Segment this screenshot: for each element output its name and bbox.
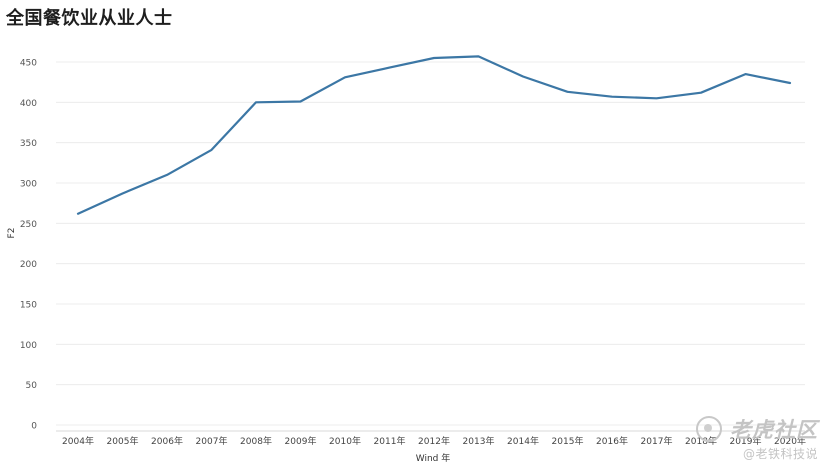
y-tick-label: 350 <box>20 139 37 149</box>
tiger-logo-icon <box>696 416 722 442</box>
y-tick-label: 450 <box>20 59 37 69</box>
y-tick-label: 0 <box>31 422 37 432</box>
y-axis-label: F2 <box>7 228 17 239</box>
x-axis-label: Wind 年 <box>416 452 450 464</box>
y-tick-label: 250 <box>20 220 37 230</box>
x-tick-label: 2013年 <box>463 435 495 447</box>
y-tick-label: 150 <box>20 301 37 311</box>
x-tick-labels: 2004年 2005年 2006年 2007年 2008年 2009年 2010年 2011年… <box>62 435 806 447</box>
x-tick-label: 2007年 <box>196 435 228 447</box>
x-tick-label: 2009年 <box>285 435 317 447</box>
x-tick-label: 2006年 <box>151 435 183 447</box>
y-tick-label: 200 <box>20 260 37 270</box>
y-tick-label: 400 <box>20 99 37 109</box>
x-tick-label: 2017年 <box>641 435 673 447</box>
x-tick-label: 2014年 <box>507 435 539 447</box>
x-tick-label: 2012年 <box>418 435 450 447</box>
x-tick-label: 2005年 <box>107 435 139 447</box>
chart-title: 全国餐饮业从业人士 <box>6 8 173 29</box>
series-line <box>76 55 792 215</box>
x-tick-label: 2015年 <box>552 435 584 447</box>
x-tick-label: 2004年 <box>62 435 94 447</box>
x-tick-label: 2010年 <box>329 435 361 447</box>
gridlines <box>56 61 805 432</box>
watermark-main-text: 老虎社区 <box>730 418 818 442</box>
y-tick-label: 300 <box>20 180 37 190</box>
y-tick-label: 100 <box>20 341 37 351</box>
x-tick-label: 2011年 <box>374 435 406 447</box>
watermark: 老虎社区 @老铁科技说 <box>696 414 818 462</box>
x-tick-label: 2016年 <box>596 435 628 447</box>
y-tick-labels: 0 50 100 150 200 250 300 350 400 450 <box>20 59 37 432</box>
x-tick-label: 2008年 <box>240 435 272 447</box>
x-tick-label: 2019年 <box>730 435 762 447</box>
x-tick-label: 2020年 <box>774 435 806 447</box>
y-tick-label: 50 <box>26 381 38 391</box>
watermark-sub-text: @老铁科技说 <box>742 447 818 461</box>
